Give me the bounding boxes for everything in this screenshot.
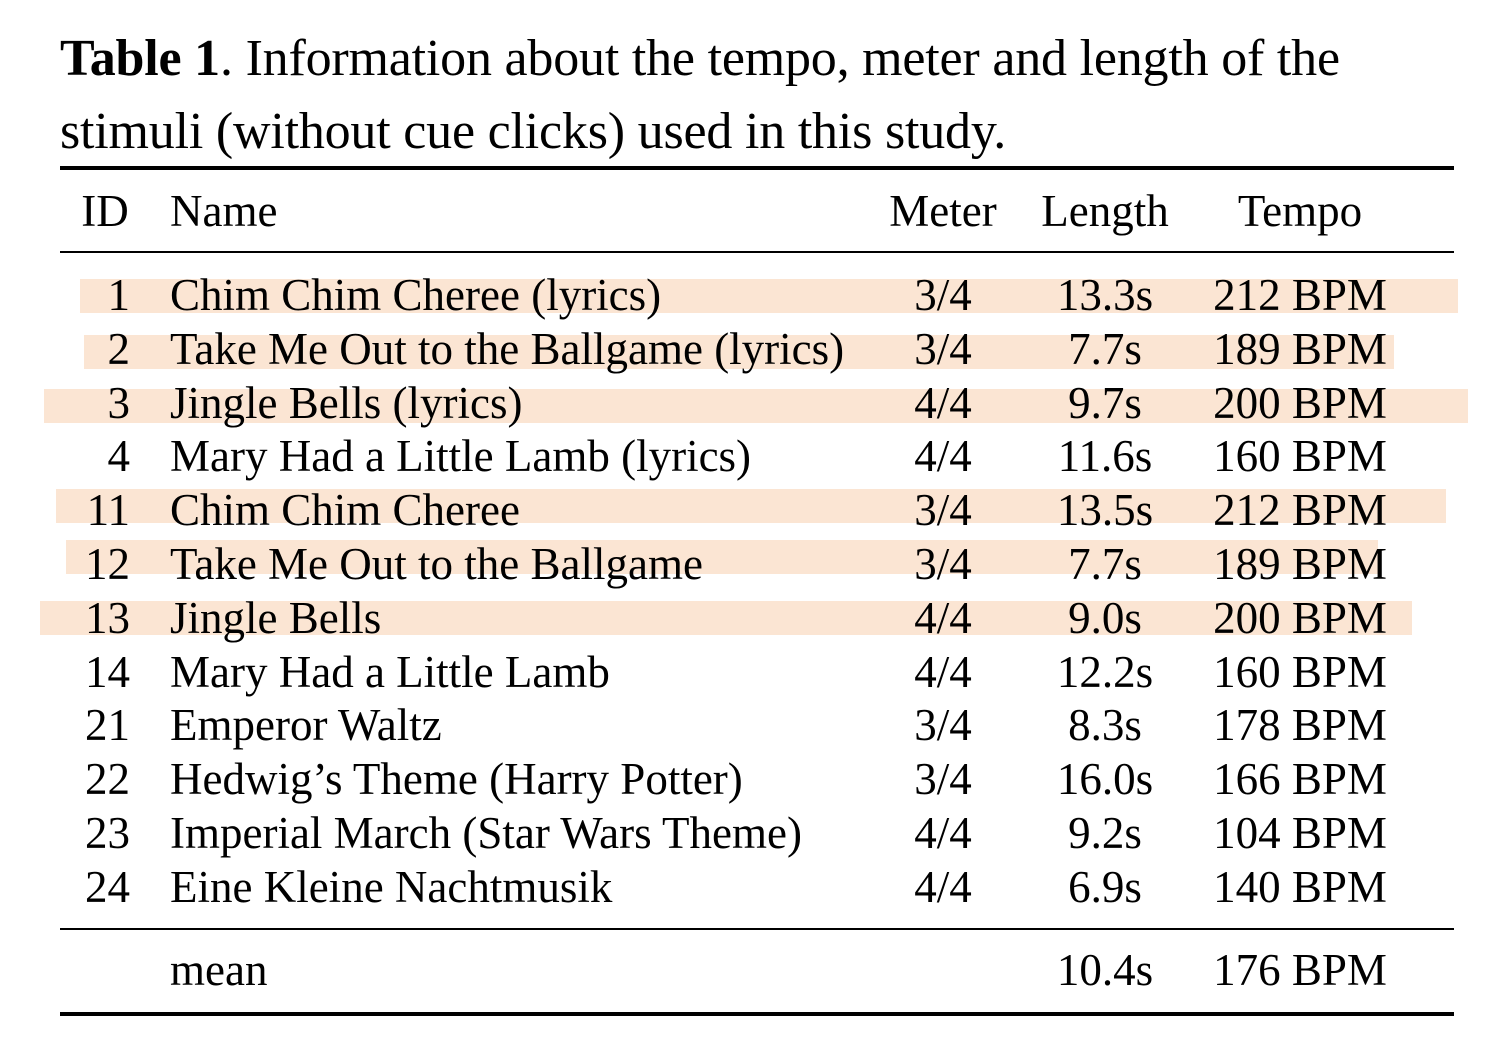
top-rule (60, 166, 1454, 170)
header-meter: Meter (889, 186, 997, 236)
cell-id: 14 (85, 646, 130, 697)
table-row: 21 Emperor Waltz 3/4 8.3s 178 BPM (0, 698, 1504, 752)
cell-meter: 3/4 (914, 754, 972, 805)
cell-id: 13 (85, 592, 130, 643)
table-row: 13 Jingle Bells 4/4 9.0s 200 BPM (0, 591, 1504, 645)
cell-tempo: 140 BPM (1213, 861, 1387, 912)
table-row: 11 Chim Chim Cheree 3/4 13.5s 212 BPM (0, 483, 1504, 537)
cell-length: 12.2s (1056, 646, 1154, 697)
highlight-row-3 (44, 389, 1468, 423)
table-row: 22 Hedwig’s Theme (Harry Potter) 3/4 16.0s 1… (0, 752, 1504, 806)
table-row: 12 Take Me Out to the Ballgame 3/4 7.7s 189 … (0, 537, 1504, 591)
highlight-row-11 (56, 489, 1446, 523)
cell-length: 16.0s (1056, 754, 1154, 805)
header-rule (60, 251, 1454, 253)
table-caption: Table 1. Information about the tempo, me… (60, 22, 1470, 168)
cell-id: 23 (85, 808, 130, 858)
cell-meter: 3/4 (914, 323, 972, 374)
cell-id: 11 (86, 485, 130, 536)
cell-name: Mary Had a Little Lamb (170, 646, 610, 697)
summary-length: 10.4s (1056, 945, 1154, 995)
cell-length: 11.6s (1057, 431, 1153, 482)
cell-length: 8.3s (1068, 700, 1142, 751)
cell-id: 22 (85, 754, 130, 805)
caption-text: . Information about the tempo, meter and… (60, 30, 1340, 160)
cell-name: Hedwig’s Theme (Harry Potter) (170, 754, 743, 805)
cell-id: 1 (107, 270, 131, 320)
cell-id: 2 (107, 323, 131, 374)
cell-tempo: 189 BPM (1213, 539, 1387, 589)
cell-name: Imperial March (Star Wars Theme) (170, 808, 802, 858)
cell-name: Take Me Out to the Ballgame (lyrics) (170, 323, 845, 374)
cell-length: 6.9s (1068, 861, 1142, 912)
header-tempo: Tempo (1237, 186, 1363, 236)
summary-rule (60, 928, 1454, 930)
cell-id: 3 (107, 377, 131, 428)
bottom-rule (60, 1012, 1454, 1016)
cell-name: Jingle Bells (lyrics) (170, 377, 523, 428)
table-label: Table 1 (60, 30, 220, 87)
highlight-row-2 (84, 335, 1394, 369)
cell-name: Eine Kleine Nachtmusik (170, 861, 613, 912)
cell-tempo: 166 BPM (1213, 754, 1387, 805)
cell-tempo: 212 BPM (1213, 485, 1387, 536)
cell-meter: 4/4 (914, 592, 972, 643)
cell-length: 9.7s (1068, 377, 1142, 428)
cell-tempo: 160 BPM (1213, 646, 1387, 697)
cell-id: 21 (85, 700, 130, 751)
cell-tempo: 104 BPM (1213, 808, 1387, 858)
cell-meter: 4/4 (914, 377, 972, 428)
cell-meter: 3/4 (914, 539, 972, 589)
highlight-row-12 (66, 540, 1378, 574)
header-id: ID (81, 186, 129, 236)
highlight-row-13 (40, 601, 1412, 635)
cell-meter: 4/4 (914, 808, 972, 858)
table-row: 23 Imperial March (Star Wars Theme) 4/4 9.2… (0, 806, 1504, 860)
cell-meter: 4/4 (914, 861, 972, 912)
cell-id: 24 (85, 861, 130, 912)
cell-tempo: 212 BPM (1213, 270, 1387, 320)
cell-length: 7.7s (1068, 539, 1142, 589)
cell-name: Jingle Bells (170, 592, 382, 643)
cell-meter: 4/4 (914, 431, 972, 482)
cell-length: 13.3s (1056, 270, 1154, 320)
cell-id: 4 (107, 431, 131, 482)
cell-name: Chim Chim Cheree (lyrics) (170, 270, 662, 320)
header-name: Name (170, 186, 278, 236)
cell-length: 7.7s (1068, 323, 1142, 374)
table-row: 1 Chim Chim Cheree (lyrics) 3/4 13.3s 212 BP… (0, 268, 1504, 322)
cell-meter: 3/4 (914, 485, 972, 536)
table-row: 4 Mary Had a Little Lamb (lyrics) 4/4 11.6s… (0, 429, 1504, 483)
cell-tempo: 200 BPM (1213, 377, 1387, 428)
cell-tempo: 178 BPM (1213, 700, 1387, 751)
table-row: 24 Eine Kleine Nachtmusik 4/4 6.9s 140 BPM (0, 860, 1504, 914)
summary-tempo: 176 BPM (1213, 945, 1387, 995)
cell-length: 13.5s (1056, 485, 1154, 536)
table-row: 14 Mary Had a Little Lamb 4/4 12.2s 160 BPM (0, 645, 1504, 699)
cell-meter: 4/4 (914, 646, 972, 697)
cell-id: 12 (85, 539, 130, 589)
table-header: ID Name Meter Length Tempo (0, 184, 1504, 238)
cell-tempo: 189 BPM (1213, 323, 1387, 374)
cell-meter: 3/4 (914, 700, 972, 751)
cell-tempo: 160 BPM (1213, 431, 1387, 482)
summary-row: mean 10.4s 176 BPM (0, 943, 1504, 997)
cell-meter: 3/4 (914, 270, 972, 320)
summary-label: mean (170, 945, 268, 995)
cell-name: Mary Had a Little Lamb (lyrics) (170, 431, 752, 482)
table-row: 3 Jingle Bells (lyrics) 4/4 9.7s 200 BPM (0, 376, 1504, 430)
cell-tempo: 200 BPM (1213, 592, 1387, 643)
cell-name: Emperor Waltz (170, 700, 442, 751)
cell-name: Chim Chim Cheree (170, 485, 520, 536)
cell-name: Take Me Out to the Ballgame (170, 539, 703, 589)
cell-length: 9.0s (1068, 592, 1142, 643)
table-row: 2 Take Me Out to the Ballgame (lyrics) 3/4… (0, 322, 1504, 376)
header-length: Length (1041, 186, 1169, 236)
highlight-row-1 (80, 279, 1458, 313)
cell-length: 9.2s (1068, 808, 1142, 858)
